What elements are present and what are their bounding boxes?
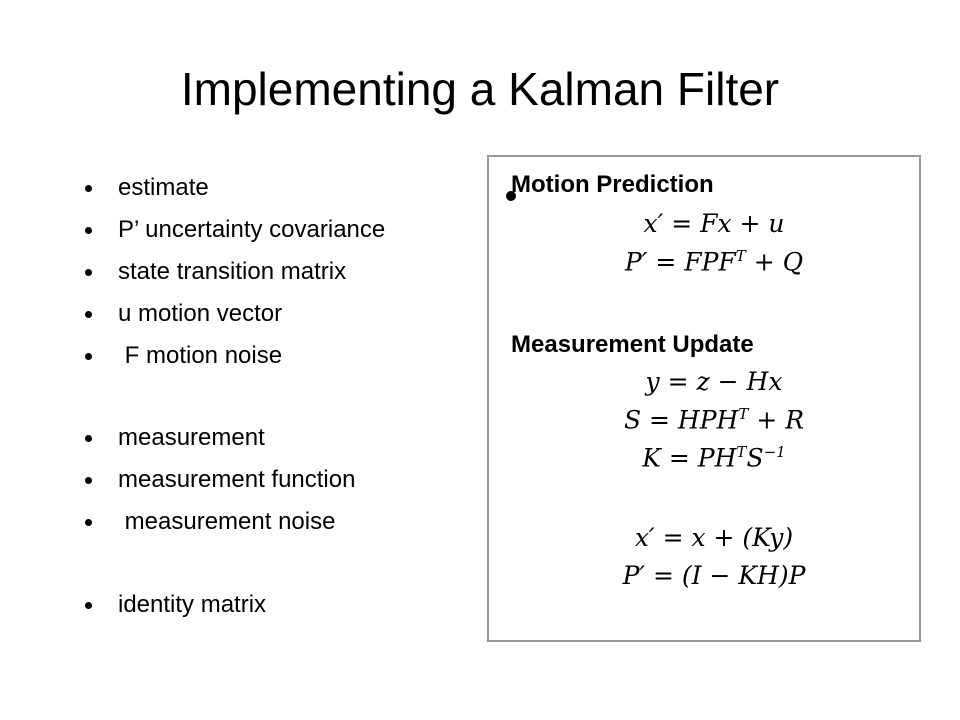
equation: x′ = Fx + u <box>489 209 939 238</box>
bullet-text: F motion noise <box>118 342 283 369</box>
section-heading: Motion Prediction <box>511 171 714 198</box>
equation-text: x′ = Fx + u <box>643 209 785 238</box>
bullet-text: u motion vector <box>118 300 283 327</box>
bullet-text: estimate <box>118 174 209 201</box>
slide-title: Implementing a Kalman Filter <box>180 63 780 115</box>
equation: y = z − Hx <box>489 367 939 396</box>
equation-panel: Motion Prediction x′ = Fx + u P′ = FPFT + … <box>487 155 921 642</box>
equation: P′ = FPFT + Q <box>489 247 939 276</box>
equation-superscript: T <box>736 443 747 461</box>
equation: P′ = (I − KH)P <box>489 561 939 590</box>
equation: K = PHTS−1 <box>489 443 939 472</box>
equation-superscript: −1 <box>763 443 786 461</box>
equation-text: S <box>746 443 764 473</box>
bullet-text: identity matrix <box>118 591 267 618</box>
bullet-text: measurement function <box>118 466 356 493</box>
equation-text: P′ = FPF <box>624 247 736 277</box>
equation-text: P′ = (I − KH)P <box>622 561 806 590</box>
equation: x′ = x + (Ky) <box>489 523 939 552</box>
equation-text: K = PH <box>642 443 737 473</box>
bullet-text: state transition matrix <box>118 258 347 285</box>
equation-text: y = z − Hx <box>645 367 783 396</box>
equation-superscript: T <box>738 405 749 423</box>
bullet-text: measurement noise <box>118 508 336 535</box>
panel-dot <box>506 191 516 201</box>
equation-text: x′ = x + (Ky) <box>634 523 794 552</box>
equation: S = HPHT + R <box>489 405 939 434</box>
equation-text: + R <box>748 405 805 435</box>
equation-superscript: T <box>735 247 746 265</box>
section-heading: Measurement Update <box>511 331 754 358</box>
equation-text: + Q <box>745 247 804 277</box>
bullet-text: measurement <box>118 424 265 451</box>
bullet-text: P’ uncertainty covariance <box>118 216 386 243</box>
equation-text: S = HPH <box>623 405 739 435</box>
